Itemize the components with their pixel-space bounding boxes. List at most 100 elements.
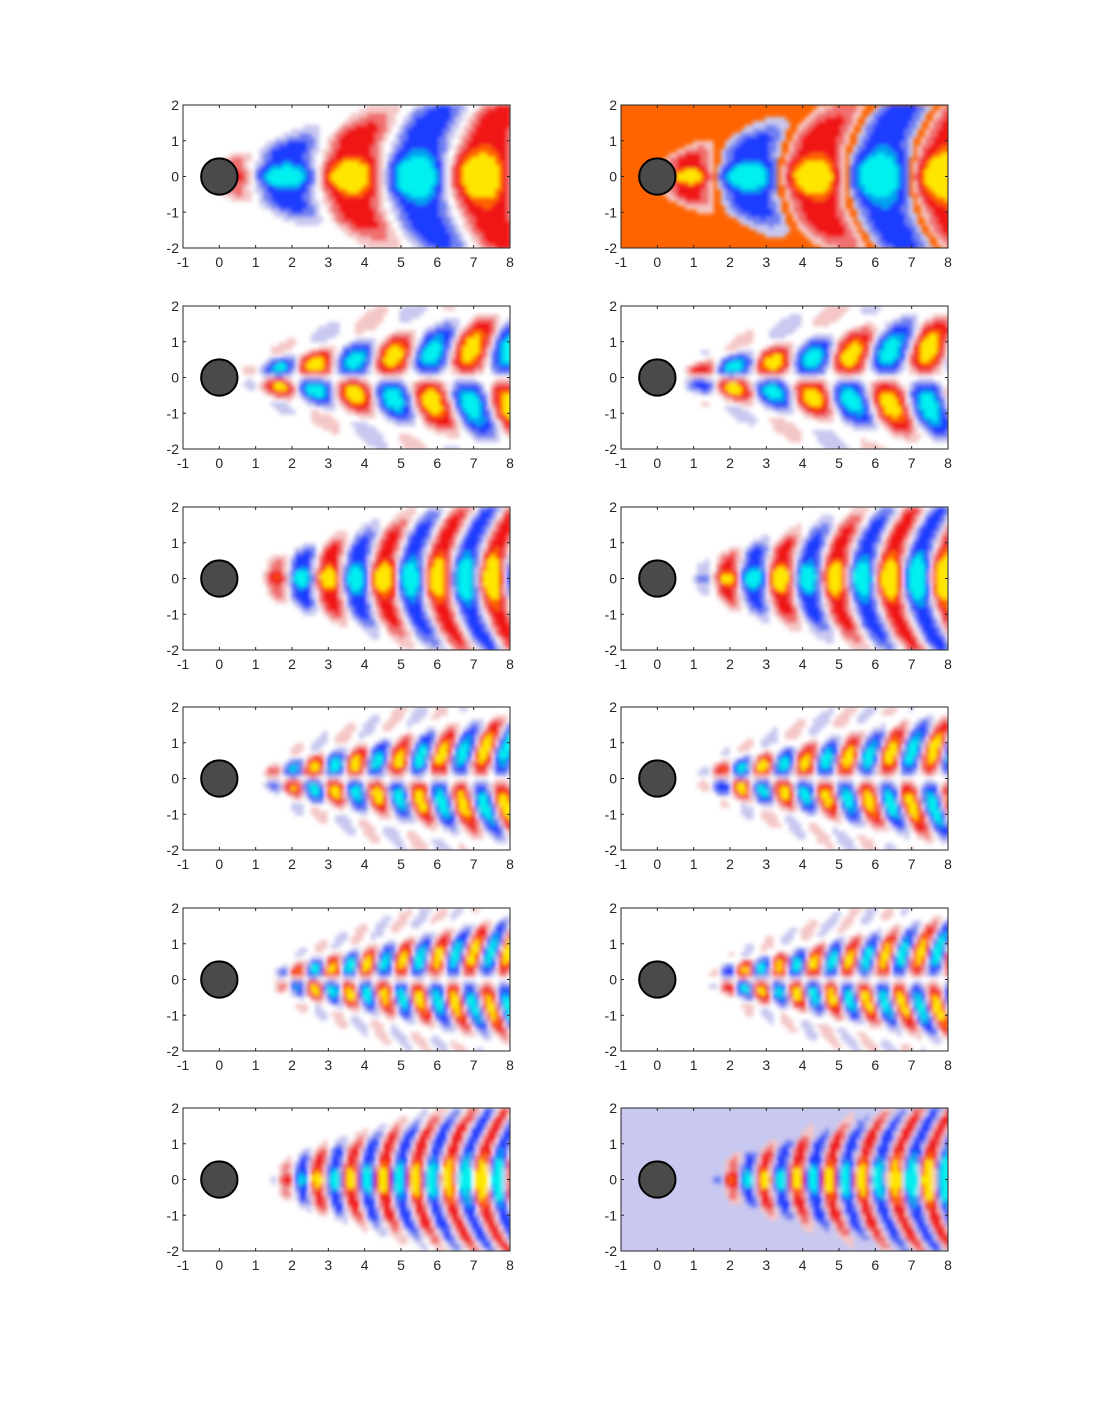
x-tick-label: -1 [177,455,190,471]
y-tick-label: -2 [167,842,180,858]
y-tick-label: 0 [171,1172,179,1188]
x-tick-label: 5 [397,1257,405,1273]
y-tick-label: -1 [605,1007,618,1023]
y-tick-label: 2 [609,499,617,515]
x-tick-label: 7 [908,455,916,471]
x-tick-label: 3 [762,856,770,872]
x-tick-label: 2 [288,455,296,471]
contour-field [693,507,948,650]
x-tick-label: 5 [835,1257,843,1273]
x-tick-label: 8 [506,254,514,270]
y-tick-label: -1 [605,405,618,421]
cylinder-obstacle [200,157,239,196]
x-tick-label: 1 [252,1057,260,1073]
x-tick-label: 0 [653,1257,661,1273]
y-tick-label: -1 [167,1207,180,1223]
x-tick-label: 1 [252,1257,260,1273]
x-tick-label: 1 [690,656,698,672]
x-tick-label: 0 [215,856,223,872]
x-tick-label: -1 [177,254,190,270]
y-tick-label: -2 [605,441,618,457]
y-tick-label: -2 [605,842,618,858]
x-tick-label: -1 [177,856,190,872]
x-tick-label: 8 [944,455,952,471]
x-tick-label: 6 [871,455,879,471]
x-tick-label: 1 [252,254,260,270]
x-tick-label: 4 [799,856,807,872]
y-tick-label: 2 [609,298,617,314]
x-tick-label: 2 [726,455,734,471]
x-tick-label: 1 [690,455,698,471]
x-tick-label: 2 [288,856,296,872]
y-tick-label: 1 [609,936,617,952]
x-tick-label: 4 [361,455,369,471]
y-tick-label: -1 [167,606,180,622]
x-tick-label: -1 [615,1257,628,1273]
y-tick-label: 0 [609,771,617,787]
x-tick-label: -1 [177,1257,190,1273]
y-tick-label: -1 [605,1207,618,1223]
y-tick-label: -2 [605,642,618,658]
y-tick-label: 2 [609,699,617,715]
y-tick-label: 0 [171,972,179,988]
x-tick-label: 8 [944,856,952,872]
x-tick-label: 5 [397,856,405,872]
x-tick-label: 6 [433,856,441,872]
x-tick-label: 5 [397,455,405,471]
x-tick-label: 6 [871,856,879,872]
x-tick-label: 3 [324,1057,332,1073]
contour-field [657,105,948,248]
y-tick-label: 0 [171,571,179,587]
y-tick-label: 0 [609,169,617,185]
y-tick-label: 2 [171,900,179,916]
x-tick-label: 5 [397,254,405,270]
x-tick-label: 5 [835,254,843,270]
x-tick-label: -1 [615,254,628,270]
contour-field [243,306,510,449]
x-tick-label: -1 [615,1057,628,1073]
x-tick-label: 0 [653,856,661,872]
cylinder-obstacle [200,559,239,598]
x-tick-label: 0 [215,656,223,672]
y-tick-label: 1 [171,334,179,350]
y-tick-label: 1 [609,1136,617,1152]
x-tick-label: 7 [470,455,478,471]
contour-field [709,1108,948,1251]
x-tick-label: 4 [361,1257,369,1273]
x-tick-label: 5 [397,656,405,672]
x-tick-label: 6 [871,1257,879,1273]
x-tick-label: 8 [506,856,514,872]
x-tick-label: 2 [288,1257,296,1273]
y-tick-label: 1 [171,1136,179,1152]
x-tick-label: 3 [762,455,770,471]
cylinder-obstacle [200,759,239,798]
x-tick-label: 0 [653,1057,661,1073]
y-tick-label: 0 [171,370,179,386]
x-tick-label: 7 [470,254,478,270]
x-tick-label: 0 [653,254,661,270]
y-tick-label: -2 [605,1243,618,1259]
x-tick-label: 1 [690,254,698,270]
contour-field [271,1108,510,1251]
y-tick-label: 1 [171,133,179,149]
x-tick-label: 0 [215,1057,223,1073]
x-tick-label: 8 [944,1057,952,1073]
y-tick-label: 1 [609,535,617,551]
x-tick-label: 0 [653,656,661,672]
x-tick-label: 1 [252,856,260,872]
x-tick-label: 4 [361,1057,369,1073]
x-tick-label: 1 [690,1257,698,1273]
y-tick-label: -2 [167,441,180,457]
cylinder-obstacle [200,1160,239,1199]
x-tick-label: 7 [908,254,916,270]
y-tick-label: -1 [605,806,618,822]
x-tick-label: 2 [726,1057,734,1073]
x-tick-label: 7 [470,856,478,872]
